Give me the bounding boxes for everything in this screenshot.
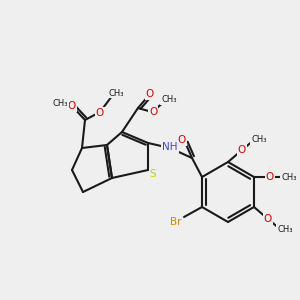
Text: O: O [264,214,272,224]
Text: CH₃: CH₃ [52,100,68,109]
Text: CH₃: CH₃ [161,95,177,104]
Text: CH₃: CH₃ [108,88,124,98]
Text: O: O [146,89,154,99]
Text: CH₃: CH₃ [251,136,267,145]
Text: S: S [150,169,156,179]
Text: O: O [96,108,104,118]
Text: NH: NH [162,142,178,152]
Text: CH₃: CH₃ [277,224,293,233]
Text: O: O [68,101,76,111]
Text: O: O [149,107,157,117]
Text: CH₃: CH₃ [281,172,297,182]
Text: O: O [178,135,186,145]
Text: O: O [266,172,274,182]
Text: O: O [238,145,246,155]
Text: Br: Br [170,217,182,227]
